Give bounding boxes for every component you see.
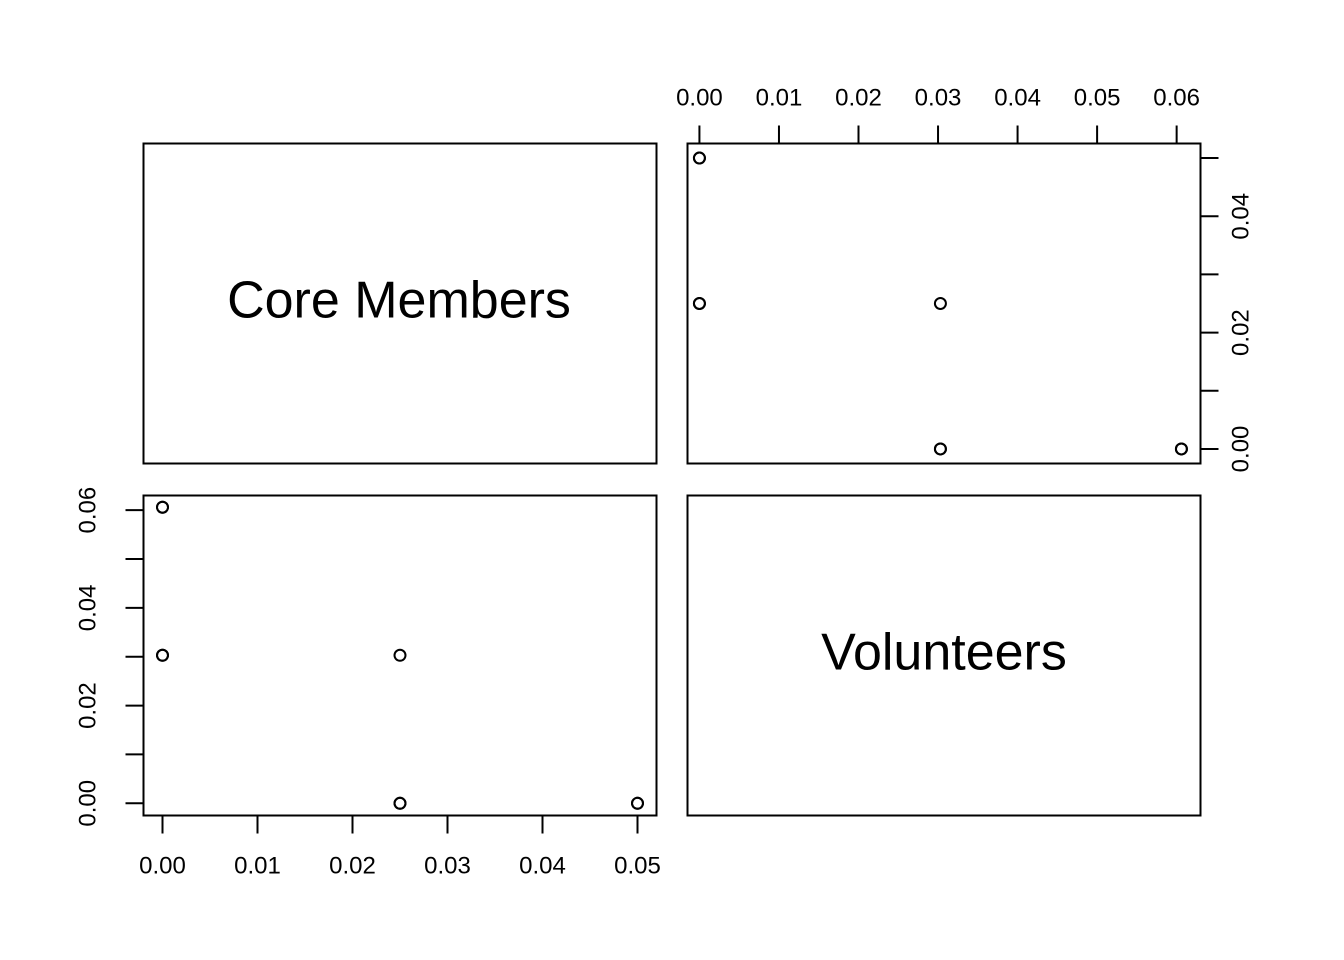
data-point — [692, 151, 706, 165]
x-axis: 0.00 0.01 0.02 0.03 0.04 0.05 0.06 — [676, 85, 1200, 145]
x-tick-label: 0.00 — [676, 85, 723, 112]
data-point — [933, 442, 947, 456]
y-tick-label: 0.00 — [1228, 426, 1255, 473]
scatter-panel-bottom-left: 0.00 0.01 0.02 0.03 0.04 0.05 0.00 0.02 0.04 0.06 — [75, 487, 661, 880]
data-point — [156, 500, 169, 514]
x-tick-label: 0.01 — [756, 85, 803, 112]
y-axis: 0.00 0.02 0.04 — [1199, 157, 1255, 473]
x-tick-label: 0.03 — [915, 85, 962, 112]
x-tick-label: 0.05 — [614, 853, 661, 880]
y-tick-label: 0.04 — [75, 585, 102, 632]
data-point — [1174, 442, 1188, 456]
data-point — [393, 648, 407, 662]
data-point — [933, 297, 947, 310]
x-tick-label: 0.04 — [519, 853, 566, 880]
diagonal-panel-core-members: Core Members — [142, 142, 658, 465]
x-axis: 0.00 0.01 0.02 0.03 0.04 0.05 — [139, 814, 661, 880]
y-tick-label: 0.02 — [1228, 309, 1255, 356]
x-tick-label: 0.04 — [994, 85, 1041, 112]
x-tick-label: 0.00 — [139, 853, 186, 880]
scatter-panel-top-right: 0.00 0.01 0.02 0.03 0.04 0.05 0.06 0.00 0.02 0.04 — [676, 85, 1254, 473]
data-point — [631, 796, 644, 810]
y-tick-label: 0.00 — [75, 780, 102, 827]
data-point — [393, 796, 407, 810]
x-tick-label: 0.02 — [835, 85, 882, 112]
x-tick-label: 0.05 — [1074, 85, 1121, 112]
y-tick-label: 0.06 — [75, 487, 102, 534]
variable-label-volunteers: Volunteers — [821, 624, 1067, 682]
panel-frame — [686, 494, 1202, 817]
x-tick-label: 0.02 — [329, 853, 376, 880]
y-axis: 0.00 0.02 0.04 0.06 — [75, 487, 145, 827]
data-point — [692, 297, 706, 310]
variable-label-core-members: Core Members — [227, 272, 571, 330]
points — [692, 151, 1188, 456]
x-tick-label: 0.03 — [424, 853, 471, 880]
x-tick-label: 0.06 — [1153, 85, 1200, 112]
points — [156, 500, 644, 810]
y-tick-label: 0.04 — [1228, 193, 1255, 240]
x-tick-label: 0.01 — [234, 853, 281, 880]
diagonal-panel-volunteers: Volunteers — [686, 494, 1202, 817]
panel-frame — [142, 142, 658, 465]
data-point — [156, 648, 169, 662]
y-tick-label: 0.02 — [75, 682, 102, 729]
